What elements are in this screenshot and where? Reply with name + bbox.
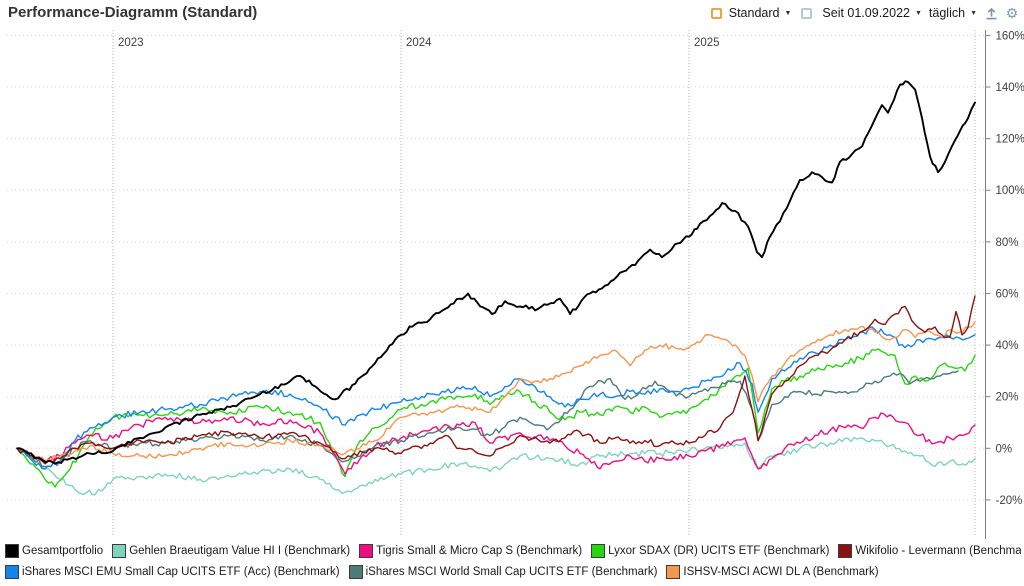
interval-dropdown-label: täglich (928, 6, 966, 20)
legend-swatch (591, 543, 606, 558)
y-axis-tick-label: 0% (996, 443, 1013, 455)
legend-label: iShares MSCI World Small Cap UCITS ETF (… (365, 565, 658, 578)
chevron-down-icon: ▼ (914, 9, 922, 17)
legend-item-gehlen-braeutigam-value-hi-i-benchmark[interactable]: Gehlen Braeutigam Value HI I (Benchmark) (112, 543, 351, 558)
restore-view-icon[interactable] (801, 7, 813, 19)
legend-swatch (112, 543, 127, 558)
legend-row: Gesamtportfolio Gehlen Braeutigam Value H… (5, 540, 1021, 561)
legend-label: iShares MSCI EMU Small Cap UCITS ETF (Ac… (22, 565, 340, 578)
since-dropdown[interactable]: Seit 01.09.2022 ▼ (822, 6, 922, 20)
legend-label: Gesamtportfolio (22, 544, 104, 557)
legend-label: Gehlen Braeutigam Value HI I (Benchmark) (129, 544, 351, 557)
x-axis-year-label: 2023 (118, 37, 144, 49)
legend-swatch (359, 543, 374, 558)
legend-swatch (666, 564, 681, 579)
series-line-gesamtportfolio (16, 80, 976, 465)
legend-swatch (838, 543, 853, 558)
legend-swatch (5, 564, 19, 579)
since-dropdown-label: Seit 01.09.2022 (822, 6, 910, 20)
legend-item-ishares-msci-world-small-cap-ucits-etf-b[interactable]: iShares MSCI World Small Cap UCITS ETF (… (348, 564, 658, 579)
x-axis-year-label: 2024 (406, 37, 432, 49)
legend-item-wikifolio-levermann-benchmark[interactable]: Wikifolio - Levermann (Benchmark) (838, 543, 1021, 558)
legend-swatch (5, 543, 19, 558)
series-line-gehlen-braeutigam-value-hi-i-benchmark (16, 436, 976, 496)
series-line-ishsv-msci-acwi-dl-a-benchmark (16, 321, 976, 462)
x-axis-year-label: 2025 (694, 37, 720, 49)
chevron-down-icon: ▼ (970, 9, 977, 17)
series-line-ishares-msci-world-small-cap-ucits-etf-b (16, 370, 959, 468)
legend-label: ISHSV-MSCI ACWI DL A (Benchmark) (683, 565, 879, 578)
y-axis-tick-label: 120% (996, 134, 1024, 146)
y-axis-tick-label: 40% (996, 340, 1019, 352)
preset-color-icon (710, 7, 722, 19)
legend-swatch (348, 564, 363, 579)
legend-item-ishares-msci-emu-small-cap-ucits-etf-acc[interactable]: iShares MSCI EMU Small Cap UCITS ETF (Ac… (5, 564, 340, 579)
series-line-ishares-msci-emu-small-cap-ucits-etf-acc (16, 326, 976, 470)
settings-gear-icon[interactable]: ⚙ (1005, 5, 1019, 21)
preset-dropdown-label: Standard (728, 6, 780, 20)
chart-legend: Gesamtportfolio Gehlen Braeutigam Value H… (5, 540, 1021, 582)
legend-label: Wikifolio - Levermann (Benchmark) (855, 544, 1021, 557)
y-axis-tick-label: 80% (996, 237, 1019, 249)
y-axis-tick-label: 20% (996, 392, 1019, 404)
y-axis-tick-label: 100% (996, 185, 1024, 197)
y-axis-tick-label: 60% (996, 288, 1019, 300)
legend-item-tigris-small-micro-cap-s-benchmark[interactable]: Tigris Small & Micro Cap S (Benchmark) (359, 543, 583, 558)
y-axis-tick-label: 140% (996, 82, 1024, 94)
legend-label: Lyxor SDAX (DR) UCITS ETF (Benchmark) (608, 544, 830, 557)
chart-toolbar: Standard ▼ Seit 01.09.2022 ▼ täglich ▼ ⚙ (710, 0, 1019, 26)
preset-dropdown[interactable]: Standard ▼ (729, 6, 792, 20)
series-line-tigris-small-micro-cap-s-benchmark (16, 412, 976, 475)
legend-label: Tigris Small & Micro Cap S (Benchmark) (376, 544, 583, 557)
legend-item-lyxor-sdax-dr-ucits-etf-benchmark[interactable]: Lyxor SDAX (DR) UCITS ETF (Benchmark) (591, 543, 830, 558)
legend-item-ishsv-msci-acwi-dl-a-benchmark[interactable]: ISHSV-MSCI ACWI DL A (Benchmark) (666, 564, 879, 579)
y-axis-tick-label: 160% (996, 30, 1024, 42)
chevron-down-icon: ▼ (784, 9, 792, 17)
export-chart-icon[interactable] (984, 6, 998, 20)
y-axis-tick-label: -20% (996, 495, 1023, 507)
chart-header: Performance-Diagramm (Standard) Standard… (0, 0, 1024, 28)
series-line-lyxor-sdax-dr-ucits-etf-benchmark (16, 348, 976, 488)
legend-row: iShares MSCI EMU Small Cap UCITS ETF (Ac… (5, 561, 1021, 582)
legend-item-gesamtportfolio[interactable]: Gesamtportfolio (5, 543, 104, 558)
series-line-wikifolio-levermann-benchmark (16, 295, 976, 465)
interval-dropdown[interactable]: täglich ▼ (929, 6, 977, 20)
page-title: Performance-Diagramm (Standard) (8, 4, 258, 21)
